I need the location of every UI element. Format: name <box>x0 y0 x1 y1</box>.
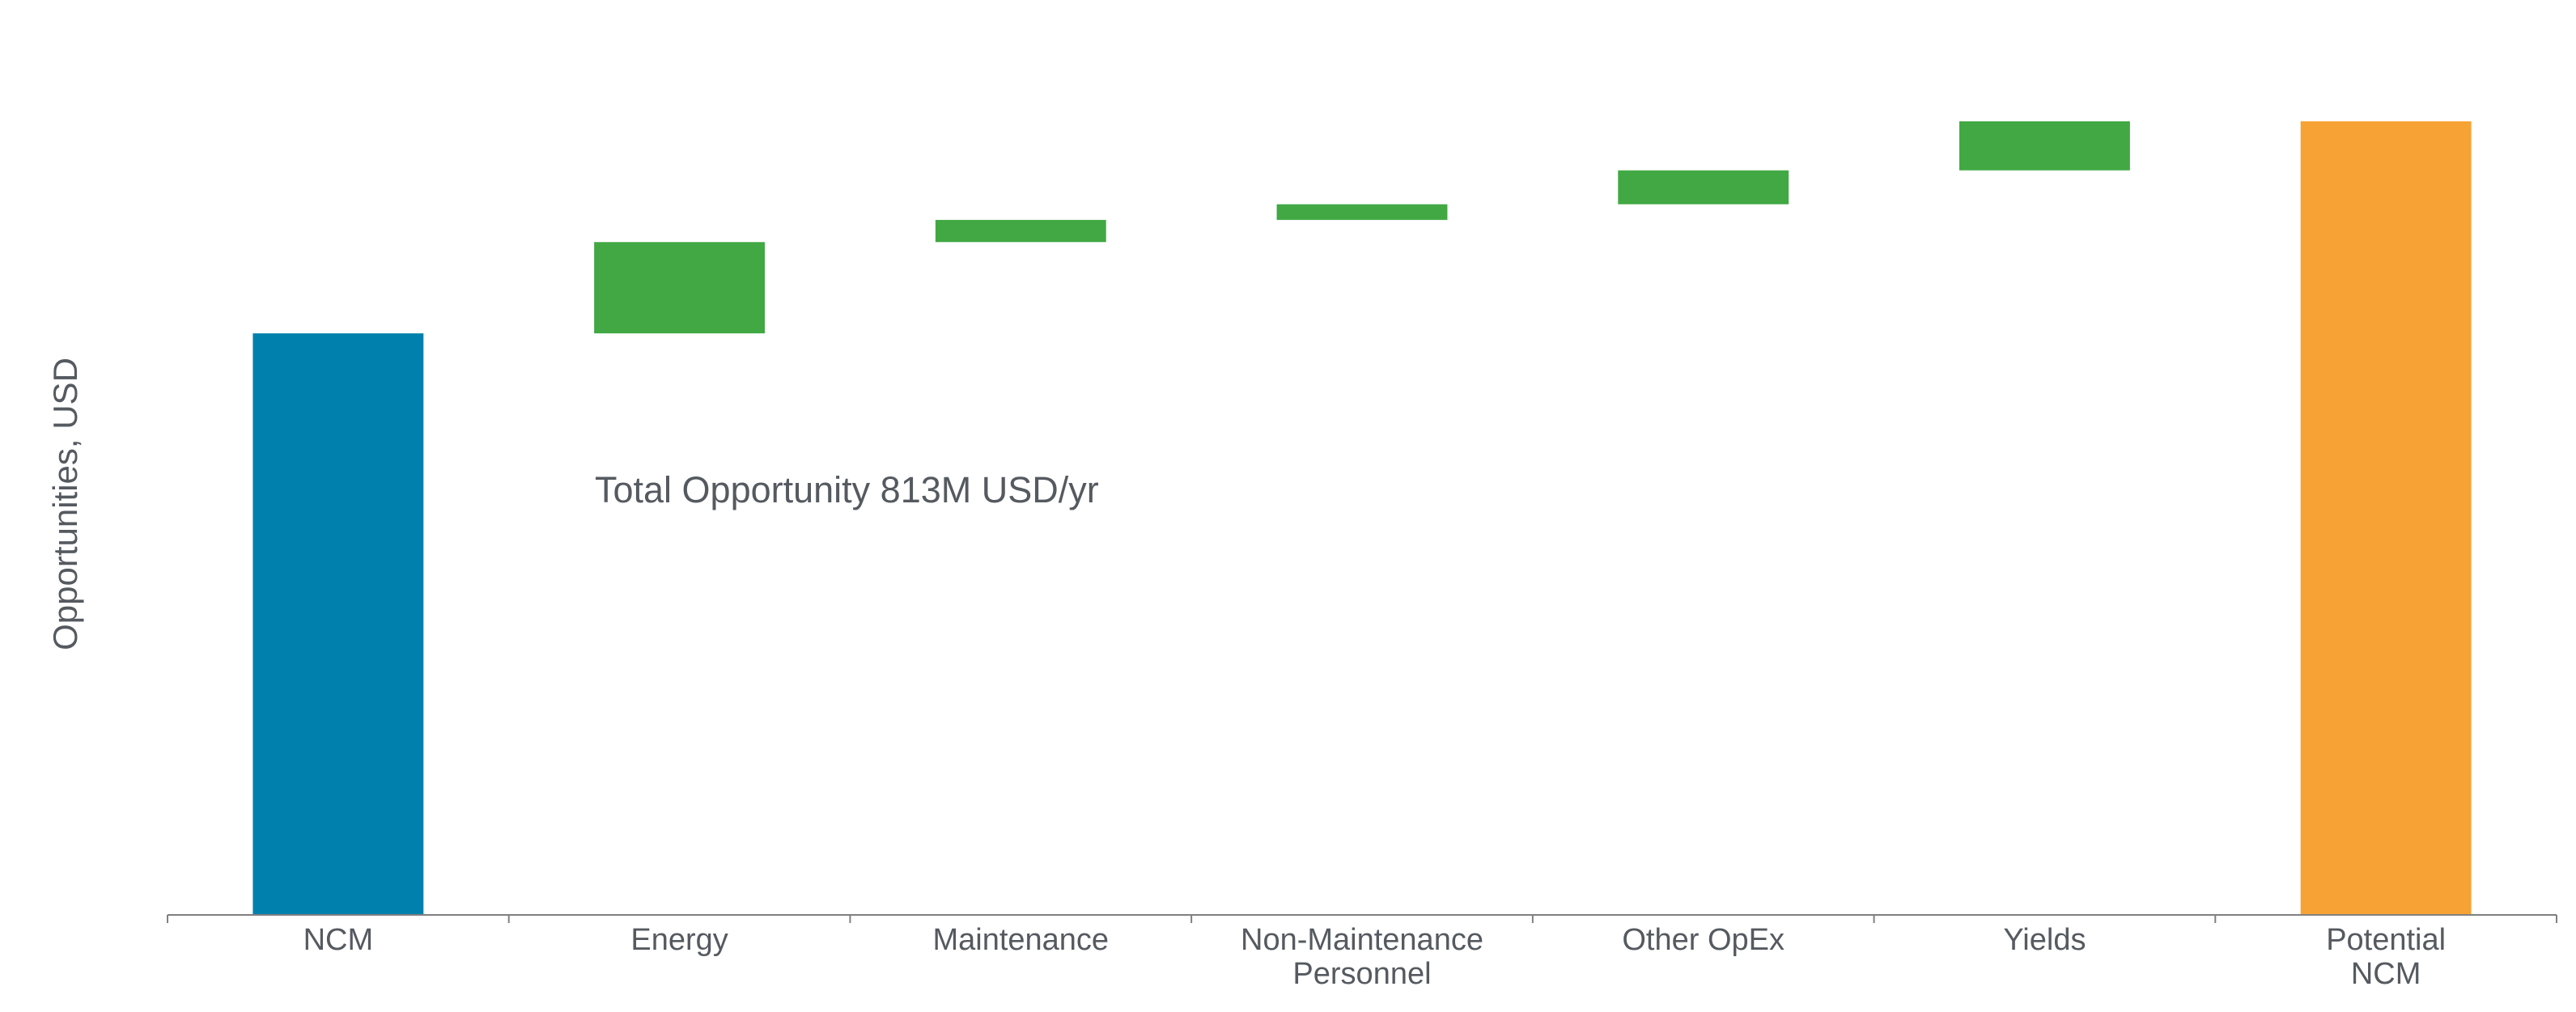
x-tick-label: Other OpEx <box>1622 923 1785 957</box>
x-tick-label: Maintenance <box>932 923 1110 957</box>
delta-bar <box>935 219 1106 243</box>
x-tick-label: Energy <box>630 923 728 957</box>
y-axis-label: Opportunities, USD <box>46 358 84 650</box>
x-tick-label: NCM <box>303 923 374 957</box>
delta-bar <box>594 242 765 334</box>
delta-bar <box>1276 204 1448 220</box>
total-bar <box>2300 121 2472 915</box>
delta-bar <box>1618 170 1789 205</box>
x-tick-label: Yields <box>2003 923 2086 957</box>
annotation: Total Opportunity 813M USD/yr <box>595 469 1099 510</box>
delta-bar <box>1959 121 2130 171</box>
x-tick-label: Non-Maintenance Personnel <box>1241 923 1483 991</box>
total-bar <box>253 333 424 915</box>
x-tick-label: Potential NCM <box>2326 923 2447 991</box>
